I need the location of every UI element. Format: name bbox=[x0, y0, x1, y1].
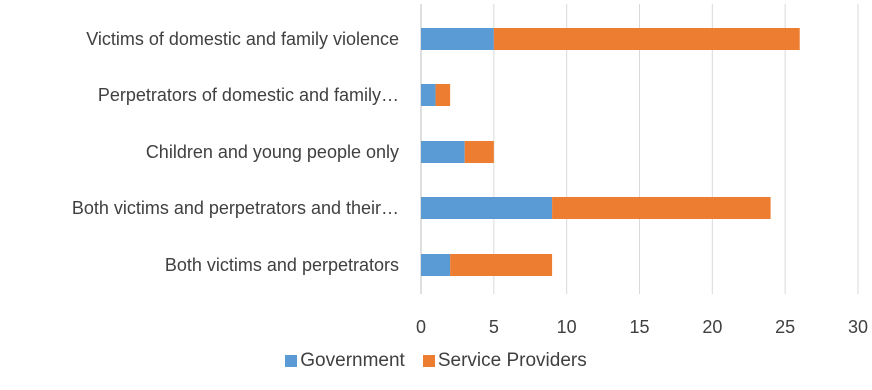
category-label-5: Both victims and perpetrators bbox=[165, 255, 399, 275]
legend-item-service-providers: Service Providers bbox=[422, 350, 587, 372]
bar-government-3 bbox=[421, 141, 465, 163]
x-tick-15: 15 bbox=[629, 317, 649, 337]
x-tick-10: 10 bbox=[557, 317, 577, 337]
category-label-4: Both victims and perpetrators and their… bbox=[72, 198, 399, 218]
legend-swatch-government bbox=[285, 355, 298, 367]
x-tick-30: 30 bbox=[848, 317, 868, 337]
x-tick-labels: 0 5 10 15 20 25 30 bbox=[416, 317, 868, 337]
gridlines bbox=[420, 4, 859, 294]
bar-service-providers-3 bbox=[464, 141, 494, 163]
category-labels: Victims of domestic and family violence P… bbox=[72, 29, 399, 275]
x-tick-25: 25 bbox=[775, 317, 795, 337]
bar-government-1 bbox=[421, 28, 494, 50]
x-tick-20: 20 bbox=[702, 317, 722, 337]
category-label-3: Children and young people only bbox=[146, 142, 399, 162]
bars bbox=[421, 28, 800, 276]
bar-service-providers-2 bbox=[435, 84, 451, 106]
bar-service-providers-5 bbox=[450, 254, 553, 276]
bar-government-4 bbox=[421, 197, 553, 219]
category-label-2: Perpetrators of domestic and family… bbox=[98, 85, 399, 105]
legend-item-government: Government bbox=[285, 350, 405, 372]
bar-government-5 bbox=[421, 254, 451, 276]
category-label-1: Victims of domestic and family violence bbox=[86, 29, 399, 49]
legend-label-service-providers: Service Providers bbox=[437, 350, 587, 371]
x-tick-0: 0 bbox=[416, 317, 426, 337]
bar-service-providers-1 bbox=[493, 28, 800, 50]
bar-service-providers-4 bbox=[552, 197, 771, 219]
x-tick-5: 5 bbox=[489, 317, 499, 337]
legend-swatch-service-providers bbox=[422, 355, 435, 367]
legend: Government Service Providers bbox=[0, 350, 872, 372]
legend-label-government: Government bbox=[300, 350, 405, 371]
bar-government-2 bbox=[421, 84, 436, 106]
